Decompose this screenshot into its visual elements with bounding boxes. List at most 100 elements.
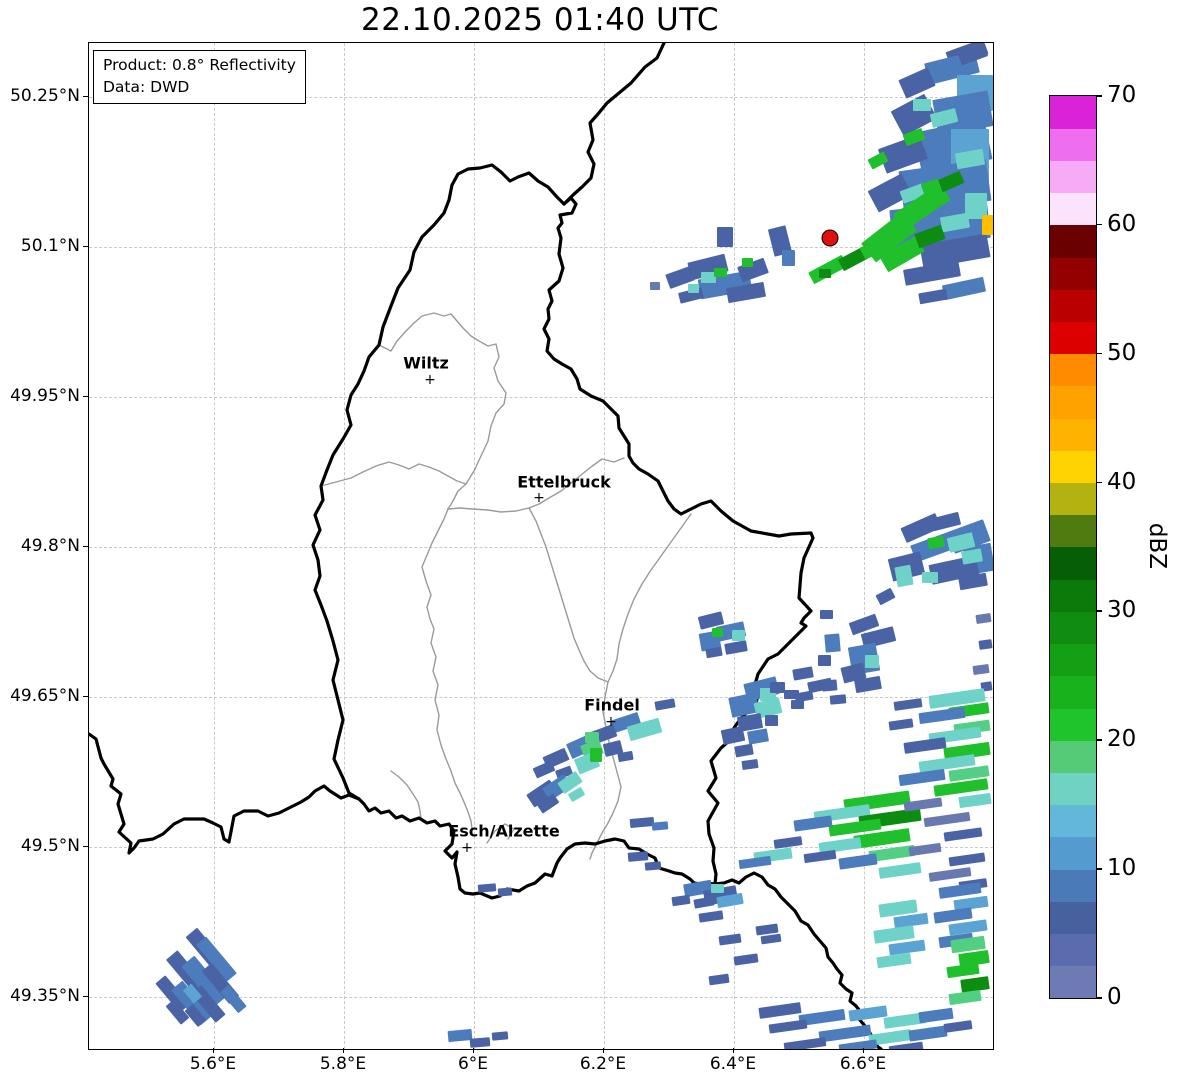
page-title: 22.10.2025 01:40 UTC	[361, 2, 719, 38]
lat-tick-label: 49.8°N	[20, 536, 80, 556]
data-source-line: Data: DWD	[103, 77, 190, 96]
radar-echo	[701, 272, 716, 283]
lat-tick-label: 50.1°N	[20, 236, 80, 256]
colorbar-segment	[1050, 869, 1096, 902]
colorbar-tick-mark	[1096, 610, 1102, 612]
lat-tick-label: 49.5°N	[20, 836, 80, 856]
colorbar-tick-mark	[1096, 481, 1102, 484]
colorbar-segment	[1050, 353, 1096, 387]
colorbar-segment	[1050, 772, 1096, 806]
radar-echo	[819, 269, 831, 278]
radar-echo	[829, 694, 847, 705]
radar-echo	[908, 1025, 948, 1042]
colorbar	[1049, 95, 1097, 999]
gridline-lat	[89, 247, 993, 248]
colorbar-tick-mark	[1096, 997, 1102, 999]
radar-echo	[793, 815, 833, 832]
radar-echo	[688, 284, 699, 293]
colorbar-segment	[1050, 933, 1096, 967]
colorbar-tick-label: 40	[1107, 468, 1137, 495]
radar-echo	[733, 953, 759, 966]
city-marker-icon: +	[424, 372, 436, 388]
colorbar-tick-mark	[1096, 95, 1102, 97]
colorbar-tick-label: 10	[1107, 855, 1137, 882]
colorbar-segment	[1050, 708, 1096, 741]
colorbar-segment	[1050, 192, 1096, 226]
radar-echo	[732, 630, 745, 641]
colorbar-segment	[1050, 675, 1096, 709]
lon-tick-label: 5.6°E	[189, 1054, 237, 1074]
colorbar-segment	[1050, 547, 1096, 580]
district-border	[607, 513, 692, 683]
lat-tick-mark	[83, 846, 88, 847]
radar-echo	[878, 862, 922, 879]
radar-echo	[958, 792, 992, 809]
radar-echo	[803, 849, 837, 864]
radar-echo	[838, 1039, 878, 1049]
gridline-lon	[864, 43, 865, 1049]
colorbar-segment	[1050, 643, 1096, 677]
radar-echo	[477, 883, 497, 893]
lat-tick-mark	[83, 696, 88, 697]
colorbar-segment	[1050, 836, 1096, 870]
radar-echo	[918, 1007, 954, 1024]
radar-echo	[447, 1028, 473, 1043]
radar-echo	[747, 728, 769, 745]
radar-echo	[651, 821, 669, 831]
city-marker-icon: +	[605, 714, 617, 730]
lat-tick-label: 49.65°N	[10, 686, 80, 706]
radar-echo	[712, 628, 723, 637]
colorbar-segment	[1050, 96, 1096, 129]
radar-echo	[734, 743, 754, 758]
radar-echo	[982, 215, 993, 235]
radar-echo	[760, 933, 782, 945]
radar-echo	[818, 655, 831, 666]
lon-tick-mark	[473, 1048, 474, 1053]
colorbar-segment	[1050, 611, 1096, 645]
gridline-lon	[344, 43, 345, 1049]
gridline-lat	[89, 97, 993, 98]
gridline-lon	[604, 43, 605, 1049]
colorbar-tick-mark	[1096, 352, 1102, 355]
colorbar-unit-label: dBZ	[1144, 522, 1170, 570]
radar-echo	[824, 633, 841, 653]
radar-echo	[838, 853, 878, 870]
colorbar-segment	[1050, 160, 1096, 194]
colorbar-segment	[1050, 579, 1096, 612]
radar-echo	[742, 258, 753, 267]
colorbar-tick-mark	[1096, 739, 1102, 741]
lon-tick-label: 6.6°E	[839, 1054, 887, 1074]
city-marker-icon: +	[533, 490, 545, 506]
colorbar-tick-label: 50	[1107, 339, 1137, 366]
radar-echo	[711, 884, 724, 893]
city-marker-icon: +	[461, 840, 473, 856]
national-border	[562, 43, 666, 206]
colorbar-tick-mark	[1096, 868, 1102, 870]
lon-tick-mark	[733, 1048, 734, 1053]
lat-tick-mark	[83, 546, 88, 547]
radar-echo	[768, 1019, 808, 1034]
lat-tick-mark	[83, 246, 88, 247]
radar-echo	[928, 867, 972, 882]
radar-echo	[497, 887, 513, 897]
colorbar-segment	[1050, 482, 1096, 516]
colorbar-segment	[1050, 321, 1096, 355]
radar-echo	[717, 227, 733, 247]
colorbar-tick-label: 60	[1107, 210, 1137, 237]
colorbar-tick-label: 70	[1107, 82, 1137, 108]
radar-echo	[913, 99, 931, 111]
radar-echo	[903, 260, 961, 286]
radar-echo	[893, 698, 923, 711]
lat-tick-mark	[83, 996, 88, 997]
radar-echo	[946, 962, 980, 979]
gridline-lon	[474, 43, 475, 1049]
gridline-lat	[89, 547, 993, 548]
radar-echo	[724, 640, 748, 655]
district-border	[390, 770, 422, 820]
district-border	[320, 461, 467, 487]
radar-echo	[848, 1005, 888, 1022]
colorbar-segment	[1050, 128, 1096, 161]
radar-echo	[714, 268, 727, 277]
colorbar-segment	[1050, 257, 1096, 290]
